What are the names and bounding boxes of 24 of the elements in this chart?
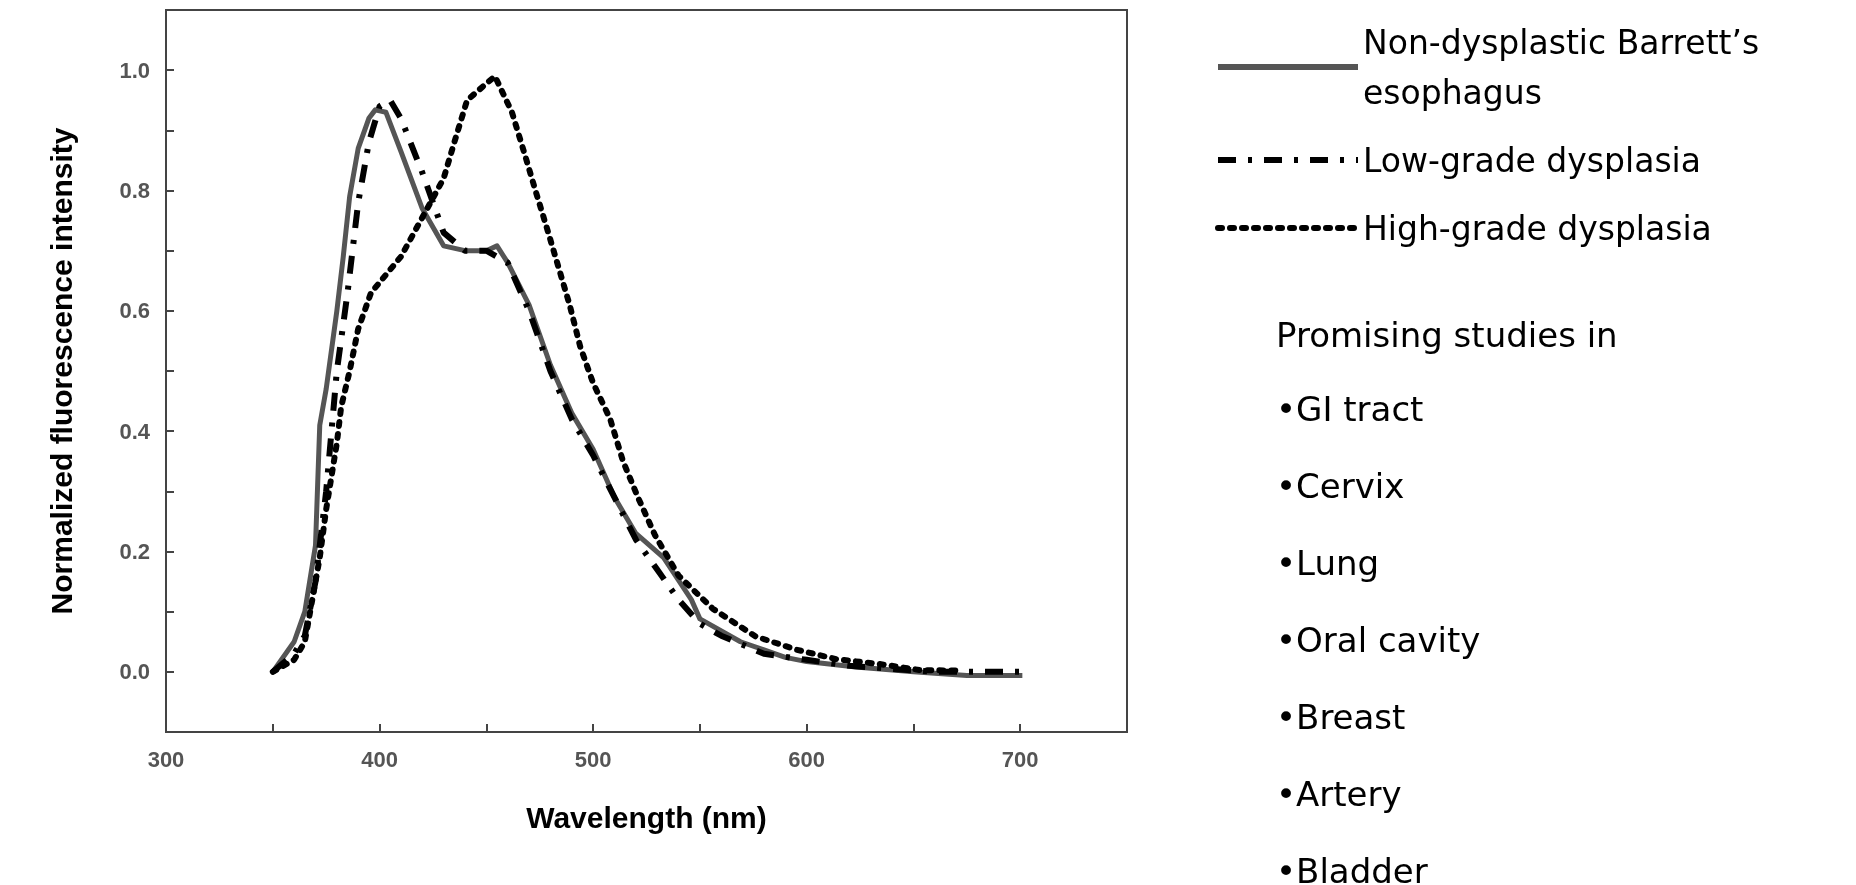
y-tick-label: 0.2 <box>119 539 150 564</box>
x-tick-label: 300 <box>147 746 185 772</box>
y-tick-label: 0.4 <box>119 418 151 444</box>
text: •Cervix <box>1276 466 1405 506</box>
text: •Lung <box>1276 543 1380 583</box>
text: •Bladder <box>1276 851 1428 885</box>
text: Promising studies in <box>1276 315 1618 355</box>
text: •Artery <box>1276 774 1402 814</box>
legend-label: High-grade dysplasia <box>1363 208 1712 248</box>
x-tick-label: 700 <box>1001 746 1039 772</box>
x-tick-label: 500 <box>574 746 612 772</box>
y-axis-title: Normalized fluorescence intensity <box>44 127 78 615</box>
x-tick-label: 400 <box>361 746 398 772</box>
legend-label: Non-dysplastic Barrett’s esophagus <box>1363 22 1770 112</box>
y-tick-label: 0.0 <box>119 659 150 685</box>
text: •Breast <box>1276 697 1406 737</box>
text: •GI tract <box>1276 389 1424 429</box>
y-tick-label: 0.6 <box>119 298 150 324</box>
y-tick-label: 1.0 <box>119 57 150 83</box>
text: •Oral cavity <box>1276 620 1481 660</box>
legend-label: Low-grade dysplasia <box>1363 140 1701 180</box>
y-tick-label: 0.8 <box>119 178 150 203</box>
x-tick-label: 600 <box>788 746 826 772</box>
x-axis-title: Wavelength (nm) <box>526 800 767 834</box>
